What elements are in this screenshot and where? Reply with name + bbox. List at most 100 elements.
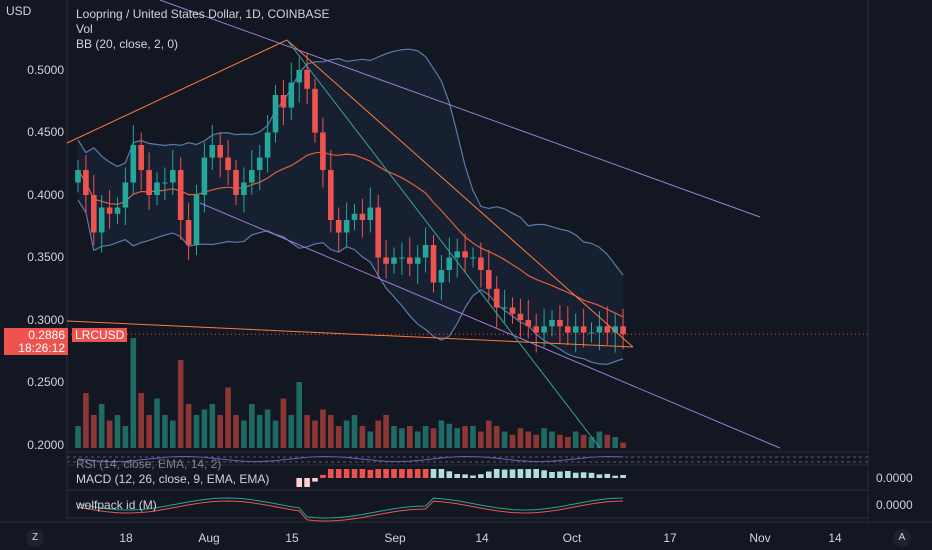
candle-body (343, 220, 350, 233)
volume-bar (91, 415, 97, 448)
trendline-purple (159, 0, 761, 218)
volume-bar (604, 434, 611, 448)
macd-value: 0.0000 (876, 471, 913, 485)
volume-bar (383, 415, 389, 448)
volume-bar (154, 398, 160, 448)
candle-body (517, 313, 524, 321)
macd-histogram-bar (541, 470, 547, 478)
trendline-orange (286, 39, 634, 348)
candle-body (509, 307, 516, 314)
price-scale[interactable]: USD 0.5000 0.4500 0.4000 0.3500 0.3000 0… (0, 0, 67, 550)
volume-bar (486, 420, 492, 448)
volume-bar (233, 415, 239, 448)
volume-bar (596, 431, 603, 448)
macd-histogram-bar (486, 471, 492, 478)
volume-bar (225, 387, 231, 448)
candle-body (75, 170, 81, 183)
volume-bar (517, 428, 524, 448)
candle-body (486, 270, 492, 289)
trendline-orange (66, 39, 288, 144)
candle-body (407, 257, 413, 264)
volume-bar (217, 415, 223, 448)
volume-bar (114, 415, 121, 448)
candle-body (351, 213, 358, 221)
volume-bar (343, 420, 350, 448)
candle-body (596, 326, 603, 333)
wolfpack-legend[interactable]: wolfpack id (M) (76, 498, 157, 512)
volume-bar (580, 434, 587, 448)
volume-bar (98, 404, 105, 448)
x-tick-label: Oct (562, 531, 582, 545)
macd-histogram-bar (335, 469, 342, 478)
x-tick-label: 15 (285, 531, 299, 545)
y-tick-label: 0.4500 (27, 125, 64, 139)
volume-bar (422, 426, 429, 448)
volume-bar (185, 404, 192, 448)
volume-bar (391, 426, 397, 448)
candle-body (383, 257, 389, 264)
candle-body (470, 257, 476, 259)
volume-bar (620, 442, 626, 448)
candle-body (541, 326, 547, 333)
candle-body (296, 70, 302, 83)
volume-bar (351, 415, 358, 448)
bb-upper-band (77, 48, 624, 276)
volume-bar (414, 431, 421, 448)
auto-scale-button[interactable]: A (893, 529, 911, 547)
volume-bar (241, 420, 247, 448)
candle-body (620, 326, 626, 335)
volume-bar (177, 360, 184, 448)
volume-bar (375, 420, 381, 448)
timezone-button[interactable]: Z (26, 529, 44, 547)
symbol-title: Loopring / United States Dollar, 1D, COI… (76, 7, 330, 21)
candle-body (525, 320, 532, 327)
y-tick-label: 0.5000 (27, 63, 64, 77)
symbol-legend[interactable]: Loopring / United States Dollar, 1D, COI… (76, 7, 329, 21)
candle-body (272, 95, 279, 133)
volume-bar (454, 428, 460, 448)
candle-body (138, 145, 144, 170)
candle-body (580, 326, 587, 333)
bb-legend[interactable]: BB (20, close, 2, 0) (76, 37, 179, 51)
candle-body (533, 326, 539, 333)
candle-body (98, 207, 105, 233)
candle-body (320, 132, 326, 170)
candle-body (146, 170, 152, 195)
volume-bar (470, 426, 476, 448)
rsi-line (77, 455, 624, 463)
rsi-legend[interactable]: RSI (14, close, EMA, 14, 2) (76, 457, 222, 471)
candle-body (335, 220, 342, 233)
macd-histogram-bar (493, 469, 500, 478)
bb-lower-band (77, 199, 624, 365)
volume-bar (462, 426, 468, 448)
volume-bar (549, 431, 555, 448)
vol-legend[interactable]: Vol (76, 22, 93, 36)
volume-bar (249, 404, 255, 448)
candle-body (106, 207, 113, 214)
volume-bar (565, 437, 571, 448)
candle-body (288, 82, 295, 108)
wolfpack-line (77, 500, 624, 522)
macd-legend[interactable]: MACD (12, 26, close, 9, EMA, EMA) (76, 472, 270, 486)
macd-histogram-bar (596, 474, 603, 478)
volume-bar (193, 415, 200, 448)
volume-bar (612, 437, 618, 448)
candle-body (114, 207, 121, 214)
macd-histogram-bar (557, 471, 563, 478)
volume-bar (359, 426, 366, 448)
volume-bar (588, 437, 595, 448)
volume-bar (162, 415, 168, 448)
macd-histogram-bar (478, 474, 484, 478)
candle-body (501, 307, 508, 309)
bb-basis (77, 151, 624, 318)
volume-bar (304, 415, 310, 448)
last-price-badge: 0.2886 (4, 328, 68, 342)
candle-body (312, 88, 318, 133)
candle-body (185, 220, 192, 245)
candle-body (572, 326, 579, 333)
candle-body (604, 326, 611, 333)
candle-body (256, 157, 263, 170)
ticker-label: LRCUSD (72, 328, 128, 342)
currency-label: USD (6, 4, 32, 18)
